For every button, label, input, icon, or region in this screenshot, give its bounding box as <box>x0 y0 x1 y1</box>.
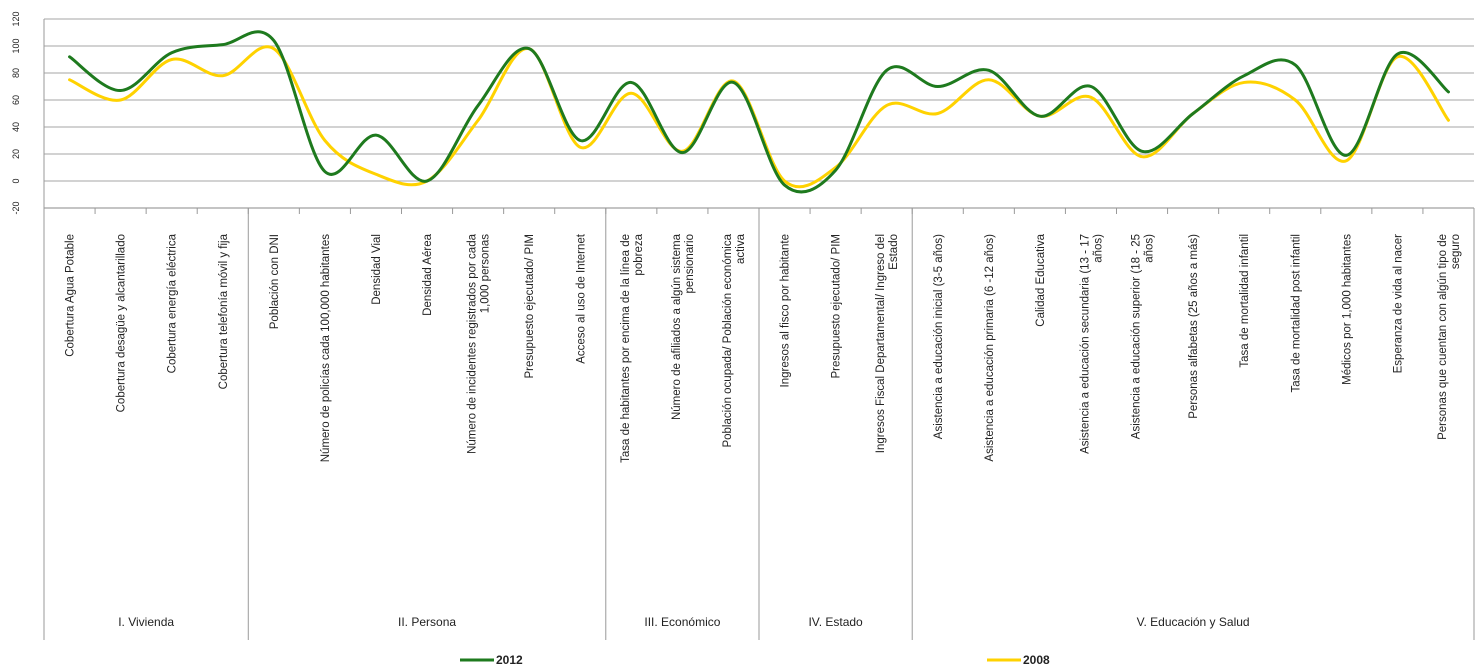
x-category-label: Médicos por 1,000 habitantes <box>1341 234 1353 385</box>
x-category-label-line: Densidad Vial <box>371 234 383 305</box>
x-category-label-line: Cobertura energía eléctrica <box>167 233 179 373</box>
x-category-label: Ingresos Fiscal Departamental/ Ingreso d… <box>875 234 900 453</box>
group-label: III. Económico <box>644 615 720 629</box>
x-category-label: Cobertura desagüe y alcantarillado <box>116 234 128 412</box>
x-category-label: Ingresos al fisco por habitante <box>780 234 792 387</box>
y-tick-label: 80 <box>11 68 21 78</box>
x-category-label: Tasa de mortalidad infantil <box>1239 234 1251 368</box>
x-category-label-line: Ingresos al fisco por habitante <box>780 234 792 387</box>
x-category-label-line: Asistencia a educación secundaria (13 - … <box>1079 234 1091 454</box>
x-category-label-line: seguro <box>1450 234 1462 269</box>
x-category-label-line: Tasa de habitantes por encima de la líne… <box>620 234 632 463</box>
x-category-label: Asistencia a educación superior (18 - 25… <box>1131 234 1156 439</box>
group-label: I. Vivienda <box>118 615 174 629</box>
series-lines <box>68 30 1450 194</box>
x-category-label-line: Cobertura desagüe y alcantarillado <box>116 234 128 412</box>
x-category-label-line: años) <box>1092 234 1104 263</box>
x-category-label-line: Asistencia a educación inicial (3-5 años… <box>933 234 945 439</box>
x-category-label-line: Presupuesto ejecutado/ PIM <box>831 234 843 378</box>
x-category-label: Cobertura telefonía móvil y fija <box>218 233 230 389</box>
x-category-label-line: Tasa de mortalidad post infantil <box>1290 234 1302 393</box>
x-category-label-line: Tasa de mortalidad infantil <box>1239 234 1251 368</box>
x-category-label-line: pensionario <box>684 234 696 293</box>
x-category-label: Personas que cuentan con algún tipo dese… <box>1437 234 1462 440</box>
x-category-label-line: activa <box>735 233 747 264</box>
x-category-label: Asistencia a educación inicial (3-5 años… <box>933 234 945 439</box>
x-category-label-line: Población con DNI <box>269 234 281 329</box>
group-label: II. Persona <box>398 615 456 629</box>
x-category-label: Población ocupada/ Población económicaac… <box>722 233 747 447</box>
legend-label-2008: 2008 <box>1023 653 1050 667</box>
x-category-label: Asistencia a educación primaria (6 -12 a… <box>984 234 996 462</box>
series-line-2012 <box>68 30 1450 194</box>
x-category-label: Población con DNI <box>269 234 281 329</box>
x-category-label-line: Número de policías cada 100,000 habitant… <box>320 234 332 462</box>
x-category-label-line: Personas alfabetas (25 años a más) <box>1188 234 1200 419</box>
x-category-label-line: Personas que cuentan con algún tipo de <box>1437 234 1449 440</box>
x-category-label-line: Cobertura Agua Potable <box>65 234 77 357</box>
x-category-label-line: Estado <box>888 234 900 270</box>
x-category-label: Número de afiliados a algún sistemapensi… <box>671 233 696 420</box>
y-tick-label: -20 <box>11 201 21 214</box>
group-label: IV. Estado <box>808 615 863 629</box>
y-tick-label: 100 <box>11 38 21 53</box>
legend-label-2012: 2012 <box>496 653 523 667</box>
series-line-2008 <box>68 45 1450 189</box>
x-category-label: Número de incidentes registrados por cad… <box>467 233 492 454</box>
x-category-label: Densidad Vial <box>371 234 383 305</box>
x-category-label: Número de policías cada 100,000 habitant… <box>320 234 332 462</box>
x-category-label: Tasa de mortalidad post infantil <box>1290 234 1302 393</box>
x-category-label-line: Número de incidentes registrados por cad… <box>467 233 479 454</box>
x-category-label-line: Esperanza de vida al nacer <box>1392 234 1404 374</box>
x-category-label-line: Asistencia a educación primaria (6 -12 a… <box>984 234 996 462</box>
x-category-label-line: Acceso al uso de Internet <box>575 233 587 364</box>
x-category-label-line: Cobertura telefonía móvil y fija <box>218 233 230 389</box>
group-label: V. Educación y Salud <box>1137 615 1250 629</box>
y-tick-labels: -20 0 20 40 60 80 100 120 <box>11 11 21 214</box>
x-category-label-line: Ingresos Fiscal Departamental/ Ingreso d… <box>875 234 887 453</box>
axes <box>43 19 1475 640</box>
x-category-label-line: años) <box>1144 234 1156 263</box>
x-category-label-line: Médicos por 1,000 habitantes <box>1341 234 1353 385</box>
legend: 2012 2008 <box>460 653 1050 667</box>
x-category-label: Presupuesto ejecutado/ PIM <box>831 234 843 378</box>
x-category-label: Presupuesto ejecutado/ PIM <box>524 234 536 378</box>
y-tick-label: 20 <box>11 149 21 159</box>
y-tick-label: 60 <box>11 95 21 105</box>
x-category-label: Calidad Educativa <box>1035 233 1047 326</box>
x-category-label-line: pobreza <box>633 233 645 275</box>
x-category-label: Personas alfabetas (25 años a más) <box>1188 234 1200 419</box>
y-tick-label: 40 <box>11 122 21 132</box>
x-category-label: Acceso al uso de Internet <box>575 233 587 364</box>
x-category-label-line: Presupuesto ejecutado/ PIM <box>524 234 536 378</box>
x-category-label: Esperanza de vida al nacer <box>1392 234 1404 374</box>
x-category-label-line: Calidad Educativa <box>1035 233 1047 326</box>
x-category-label: Densidad Aérea <box>422 233 434 315</box>
x-category-label: Tasa de habitantes por encima de la líne… <box>620 233 645 462</box>
x-category-label-line: 1,000 personas <box>480 234 492 314</box>
x-category-label: Cobertura Agua Potable <box>65 234 77 357</box>
y-tick-label: 0 <box>11 178 21 183</box>
x-category-label-line: Densidad Aérea <box>422 233 434 315</box>
x-category-label-line: Población ocupada/ Población económica <box>722 233 734 447</box>
grid-lines <box>44 18 1474 209</box>
x-category-label-line: Asistencia a educación superior (18 - 25 <box>1131 234 1143 439</box>
category-group-labels: I. Vivienda II. Persona III. Económico IV. … <box>118 615 1249 629</box>
x-category-label: Asistencia a educación secundaria (13 - … <box>1079 234 1104 454</box>
x-category-labels: Cobertura Agua Potable Cobertura desagüe … <box>65 233 1462 463</box>
x-category-label-line: Número de afiliados a algún sistema <box>671 233 683 420</box>
x-category-label: Cobertura energía eléctrica <box>167 233 179 373</box>
y-tick-label: 120 <box>11 11 21 26</box>
